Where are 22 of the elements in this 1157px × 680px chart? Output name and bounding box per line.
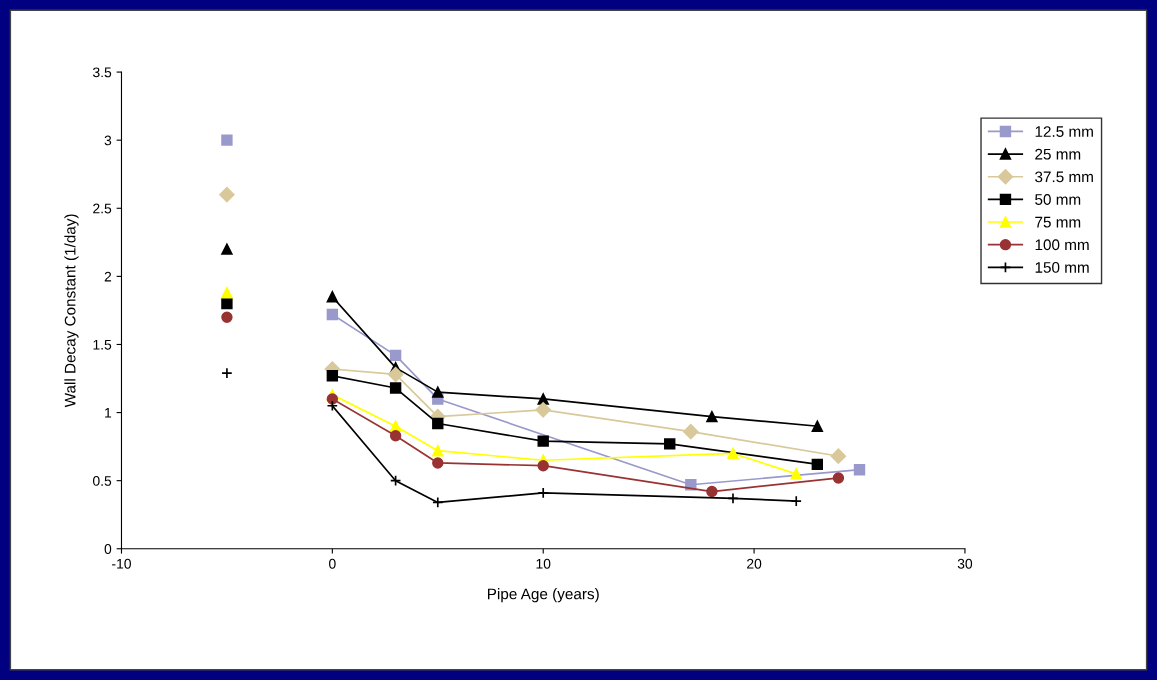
legend-label: 37.5 mm (1035, 171, 1093, 183)
x-tick-label: 0 (329, 558, 336, 569)
x-tick-label: 20 (747, 558, 762, 569)
y-tick-label: 1.5 (93, 339, 112, 350)
x-tick-label: -10 (112, 558, 131, 569)
x-axis-title: Pipe Age (years) (488, 588, 599, 603)
y-tick-label: 3 (104, 135, 112, 146)
legend-label: 50 mm (1035, 194, 1081, 205)
y-tick-label: 0 (104, 544, 112, 554)
y-tick-label: 1 (105, 408, 112, 418)
legend-label: 150 mm (1035, 262, 1089, 273)
legend-label: 25 mm (1035, 148, 1081, 160)
x-tick-label: 10 (536, 558, 551, 569)
y-tick-label: 3.5 (92, 67, 112, 78)
y-axis-title: Wall Decay Constant (1/day) (64, 214, 79, 408)
legend-label: 75 mm (1035, 216, 1081, 228)
x-tick-label: 30 (957, 558, 973, 569)
legend-label: 100 mm (1035, 239, 1089, 251)
y-tick-label: 2.5 (93, 203, 112, 214)
y-tick-label: 2 (104, 271, 112, 282)
legend-label: 12.5 mm (1035, 126, 1093, 137)
y-tick-label: 0.5 (93, 476, 112, 486)
